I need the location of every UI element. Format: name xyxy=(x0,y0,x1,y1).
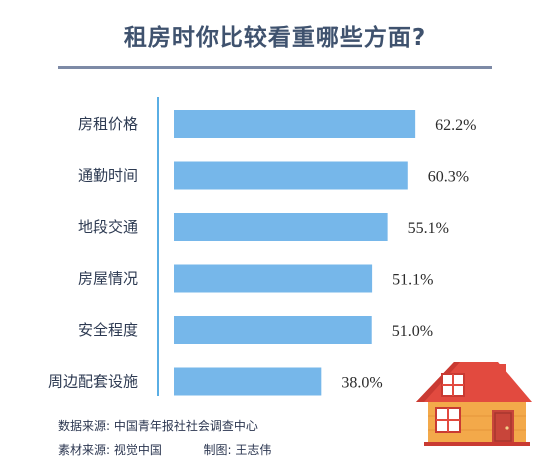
credits-line: 素材来源: 视觉中国 制图: 王志伟 xyxy=(58,441,271,458)
bar xyxy=(174,110,416,138)
category-label: 地段交通 xyxy=(78,218,138,236)
data-source-label: 数据来源: xyxy=(58,419,111,433)
category-label: 周边配套设施 xyxy=(48,373,138,391)
material-source-value: 视觉中国 xyxy=(113,443,162,457)
bar xyxy=(174,161,408,190)
design-label: 制图: xyxy=(203,443,232,457)
data-source-value: 中国青年报社社会调查中心 xyxy=(113,419,258,433)
category-label: 安全程度 xyxy=(78,321,138,339)
value-label: 38.0% xyxy=(341,375,382,392)
bar xyxy=(174,367,322,396)
chart-title: 租房时你比较看重哪些方面? xyxy=(123,25,427,51)
category-label: 房租价格 xyxy=(78,115,138,133)
house-icon xyxy=(416,362,532,446)
category-label: 房屋情况 xyxy=(78,270,138,288)
category-label: 通勤时间 xyxy=(78,167,138,185)
value-label: 60.3% xyxy=(428,169,469,186)
value-label: 55.1% xyxy=(408,220,449,237)
bar xyxy=(174,264,373,293)
value-label: 62.2% xyxy=(435,117,476,134)
value-label: 51.1% xyxy=(392,272,433,289)
bar xyxy=(174,213,388,241)
title-divider xyxy=(58,66,492,69)
material-source-label: 素材来源: xyxy=(58,443,111,457)
designer-name: 王志伟 xyxy=(235,443,272,457)
bar xyxy=(174,316,372,344)
data-source-line: 数据来源: 中国青年报社社会调查中心 xyxy=(58,417,258,434)
value-label: 51.0% xyxy=(392,323,433,340)
